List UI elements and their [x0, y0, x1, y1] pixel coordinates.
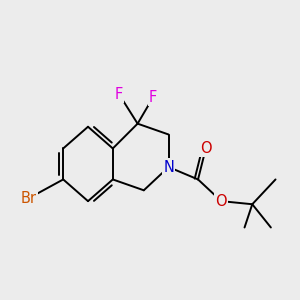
Text: O: O — [215, 194, 227, 208]
Text: F: F — [149, 90, 157, 105]
Text: F: F — [115, 87, 123, 102]
Text: Br: Br — [21, 190, 37, 206]
Text: O: O — [200, 141, 212, 156]
Text: N: N — [163, 160, 174, 175]
